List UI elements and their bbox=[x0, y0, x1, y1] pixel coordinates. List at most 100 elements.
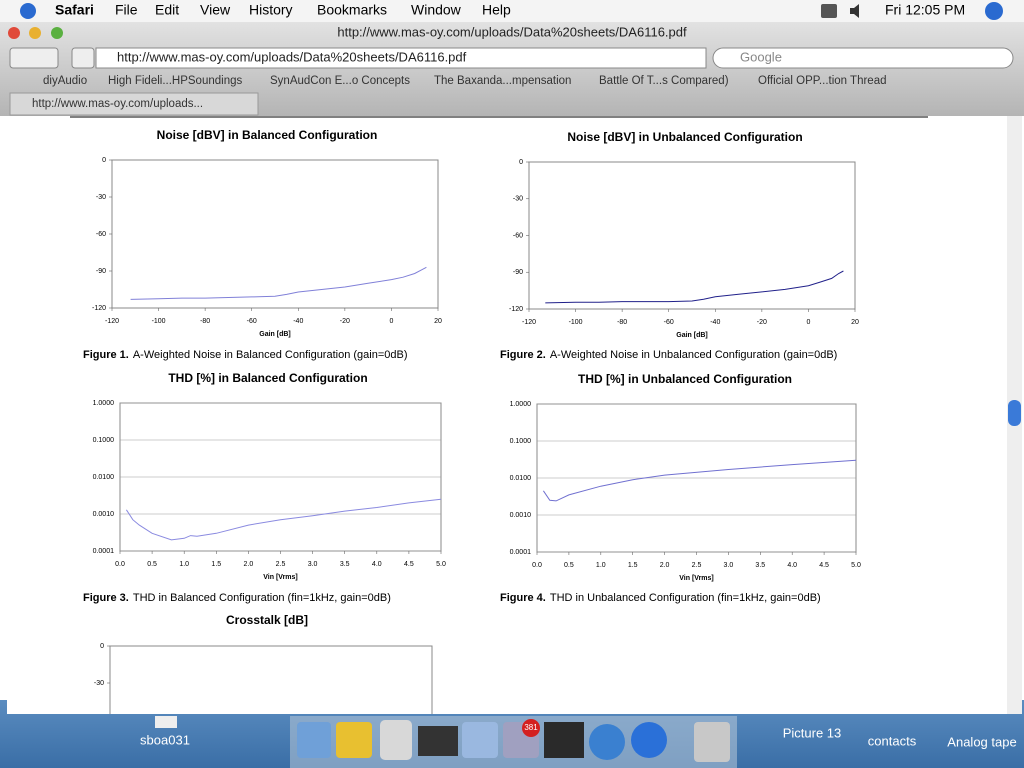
close-button[interactable] bbox=[8, 27, 20, 39]
bookmark[interactable]: Battle Of T...s Compared) bbox=[599, 75, 729, 87]
caption-label: Figure 1. bbox=[83, 349, 129, 361]
downloads-icon[interactable] bbox=[631, 722, 667, 758]
desktop-item[interactable]: Analog tape bbox=[947, 734, 1016, 749]
x-tick-label: 2.5 bbox=[276, 561, 286, 568]
data-line bbox=[130, 266, 427, 300]
scroll-thumb[interactable] bbox=[1008, 400, 1021, 426]
data-line bbox=[125, 498, 442, 541]
y-tick-label: -90 bbox=[96, 268, 106, 275]
chart: Noise [dBV] in Balanced Configuration 0 -3… bbox=[83, 128, 442, 361]
y-tick-label: 0 bbox=[519, 159, 523, 166]
x-tick-label: 20 bbox=[851, 319, 859, 326]
x-tick-label: -60 bbox=[664, 319, 674, 326]
status-icon[interactable] bbox=[821, 4, 837, 18]
menubar bbox=[0, 0, 1024, 22]
pdf-icon[interactable] bbox=[155, 716, 177, 728]
desktop-item[interactable]: sboa031 bbox=[140, 732, 190, 747]
bookmark[interactable]: SynAudCon E...o Concepts bbox=[270, 75, 410, 87]
y-tick-label: -30 bbox=[94, 680, 104, 687]
chart-title: Noise [dBV] in Unbalanced Configuration bbox=[567, 130, 802, 144]
chart: Noise [dBV] in Unbalanced Configuration 0… bbox=[500, 130, 859, 361]
volume-icon[interactable] bbox=[850, 4, 859, 18]
x-axis-label: Gain [dB] bbox=[259, 331, 291, 338]
finder-icon[interactable] bbox=[297, 722, 331, 758]
caption-label: Figure 2. bbox=[500, 349, 546, 361]
menu-item[interactable]: View bbox=[200, 2, 231, 18]
x-tick-label: 0.5 bbox=[564, 562, 574, 569]
y-tick-label: 1.0000 bbox=[93, 400, 115, 407]
x-tick-label: -20 bbox=[340, 318, 350, 325]
minimize-button[interactable] bbox=[29, 27, 41, 39]
x-tick-label: 4.0 bbox=[372, 561, 382, 568]
desktop-item[interactable]: contacts bbox=[868, 733, 917, 748]
figure-caption: Figure 4. THD in Unbalanced Configuration… bbox=[500, 592, 821, 604]
app-icon[interactable] bbox=[336, 722, 372, 758]
chart-title: Noise [dBV] in Balanced Configuration bbox=[157, 128, 378, 142]
printer-icon[interactable] bbox=[418, 726, 458, 756]
figure-caption: Figure 1. A-Weighted Noise in Balanced Co… bbox=[83, 349, 408, 361]
app-icon[interactable] bbox=[462, 722, 498, 758]
x-tick-label: -60 bbox=[247, 318, 257, 325]
x-tick-label: 1.5 bbox=[211, 561, 221, 568]
desktop-item[interactable]: Picture 13 bbox=[783, 725, 842, 740]
tab-title[interactable]: http://www.mas-oy.com/uploads... bbox=[32, 98, 203, 110]
url-field[interactable] bbox=[95, 47, 707, 69]
url-text[interactable]: http://www.mas-oy.com/uploads/Data%20she… bbox=[117, 49, 467, 64]
x-tick-label: 1.5 bbox=[628, 562, 638, 569]
safari-icon[interactable] bbox=[589, 724, 625, 760]
ipod-icon[interactable] bbox=[380, 720, 412, 760]
x-tick-label: 0 bbox=[389, 318, 393, 325]
zoom-button[interactable] bbox=[51, 27, 63, 39]
plot-area bbox=[111, 159, 439, 309]
y-tick-label: -120 bbox=[92, 305, 106, 312]
x-tick-label: 20 bbox=[434, 318, 442, 325]
back-forward[interactable] bbox=[9, 47, 59, 69]
x-tick-label: 2.0 bbox=[244, 561, 254, 568]
x-tick-label: 3.5 bbox=[340, 561, 350, 568]
x-tick-label: -20 bbox=[757, 319, 767, 326]
x-tick-label: -80 bbox=[617, 319, 627, 326]
badge bbox=[522, 719, 540, 737]
bookmark[interactable]: diyAudio bbox=[43, 75, 87, 87]
chart-title: THD [%] in Balanced Configuration bbox=[168, 371, 367, 385]
search-field[interactable] bbox=[712, 47, 1014, 69]
spotlight[interactable] bbox=[985, 2, 1003, 20]
add-bookmark[interactable] bbox=[71, 47, 95, 69]
x-tick-label: 5.0 bbox=[436, 561, 446, 568]
menu-item[interactable]: Bookmarks bbox=[317, 2, 387, 18]
y-tick-label: 0.0010 bbox=[93, 511, 115, 518]
x-tick-label: 4.0 bbox=[787, 562, 797, 569]
menu-app[interactable]: Safari bbox=[55, 2, 94, 18]
chart-title: Crosstalk [dB] bbox=[226, 613, 308, 627]
caption-text: A-Weighted Noise in Unbalanced Configura… bbox=[550, 349, 838, 361]
clock[interactable]: Fri 12:05 PM bbox=[885, 2, 965, 18]
app-icon[interactable] bbox=[544, 722, 584, 758]
x-tick-label: -120 bbox=[105, 318, 119, 325]
tab[interactable] bbox=[9, 92, 259, 116]
x-tick-label: 0 bbox=[806, 319, 810, 326]
trash-icon[interactable] bbox=[694, 722, 730, 762]
y-tick-label: 0.0001 bbox=[510, 549, 532, 556]
bookmark[interactable]: Official OPP...tion Thread bbox=[758, 75, 887, 87]
bookmark[interactable]: High Fideli...HPSoundings bbox=[108, 75, 242, 87]
y-tick-label: 0.0010 bbox=[510, 512, 532, 519]
menu-item[interactable]: History bbox=[249, 2, 293, 18]
x-tick-label: 4.5 bbox=[404, 561, 414, 568]
x-tick-label: 1.0 bbox=[596, 562, 606, 569]
x-tick-label: -100 bbox=[152, 318, 166, 325]
caption-text: THD in Unbalanced Configuration (fin=1kH… bbox=[550, 592, 821, 604]
menu-item[interactable]: Help bbox=[482, 2, 511, 18]
bookmark[interactable]: The Baxanda...mpensation bbox=[434, 75, 571, 87]
y-tick-label: 0.1000 bbox=[93, 437, 115, 444]
search-placeholder[interactable]: Google bbox=[740, 49, 782, 64]
caption-label: Figure 3. bbox=[83, 592, 129, 604]
y-tick-label: 0.0001 bbox=[93, 548, 115, 555]
apple-menu[interactable] bbox=[20, 3, 36, 19]
chart: Crosstalk [dB] 0 -30 bbox=[94, 613, 433, 714]
menu-item[interactable]: Window bbox=[411, 2, 462, 18]
y-tick-label: 0 bbox=[102, 157, 106, 164]
menu-item[interactable]: Edit bbox=[155, 2, 179, 18]
menu-item[interactable]: File bbox=[115, 2, 138, 18]
